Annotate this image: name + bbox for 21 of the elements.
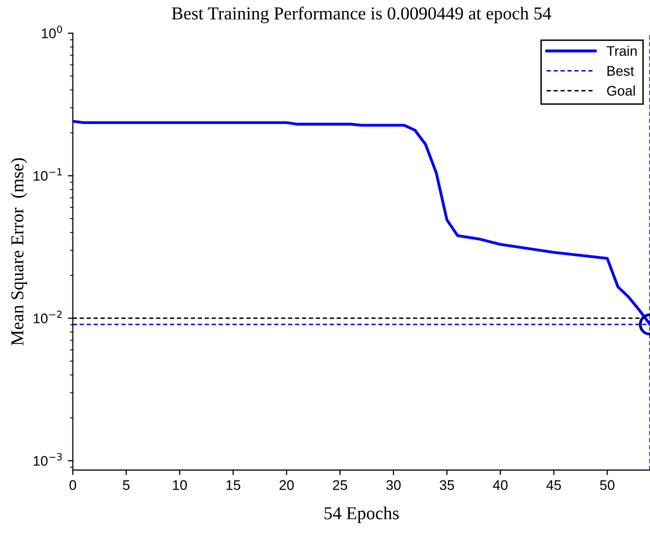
y-axis-title: Mean Square Error (mse) [10,158,28,346]
y-tick-label: 10$^{0}$ [42,26,62,38]
legend-label: Goal [607,86,635,96]
y-tick-label: 10$^{−2}$ [34,310,62,324]
chart-title: Best Training Performance is 0.0090449 at epoch 54 [172,6,552,24]
x-tick-label: 45 [546,480,561,490]
x-axis-title: 54 Epochs [324,506,399,524]
y-tick-label: 10$^{−3}$ [34,453,62,466]
x-tick-label: 5 [122,480,130,490]
x-tick-label: 0 [69,480,76,490]
x-tick-label: 20 [280,480,294,490]
y-tick-label: 10$^{−1}$ [34,168,62,181]
legend-label: Train [606,46,637,56]
x-tick-label: 15 [226,480,240,490]
x-tick-label: 30 [386,480,401,490]
x-tick-label: 40 [492,480,508,490]
x-tick-label: 25 [332,480,348,490]
legend-label: Best [608,66,634,76]
x-tick-label: 50 [600,480,614,490]
x-tick-label: 35 [440,480,454,490]
x-tick-label: 10 [173,480,187,490]
